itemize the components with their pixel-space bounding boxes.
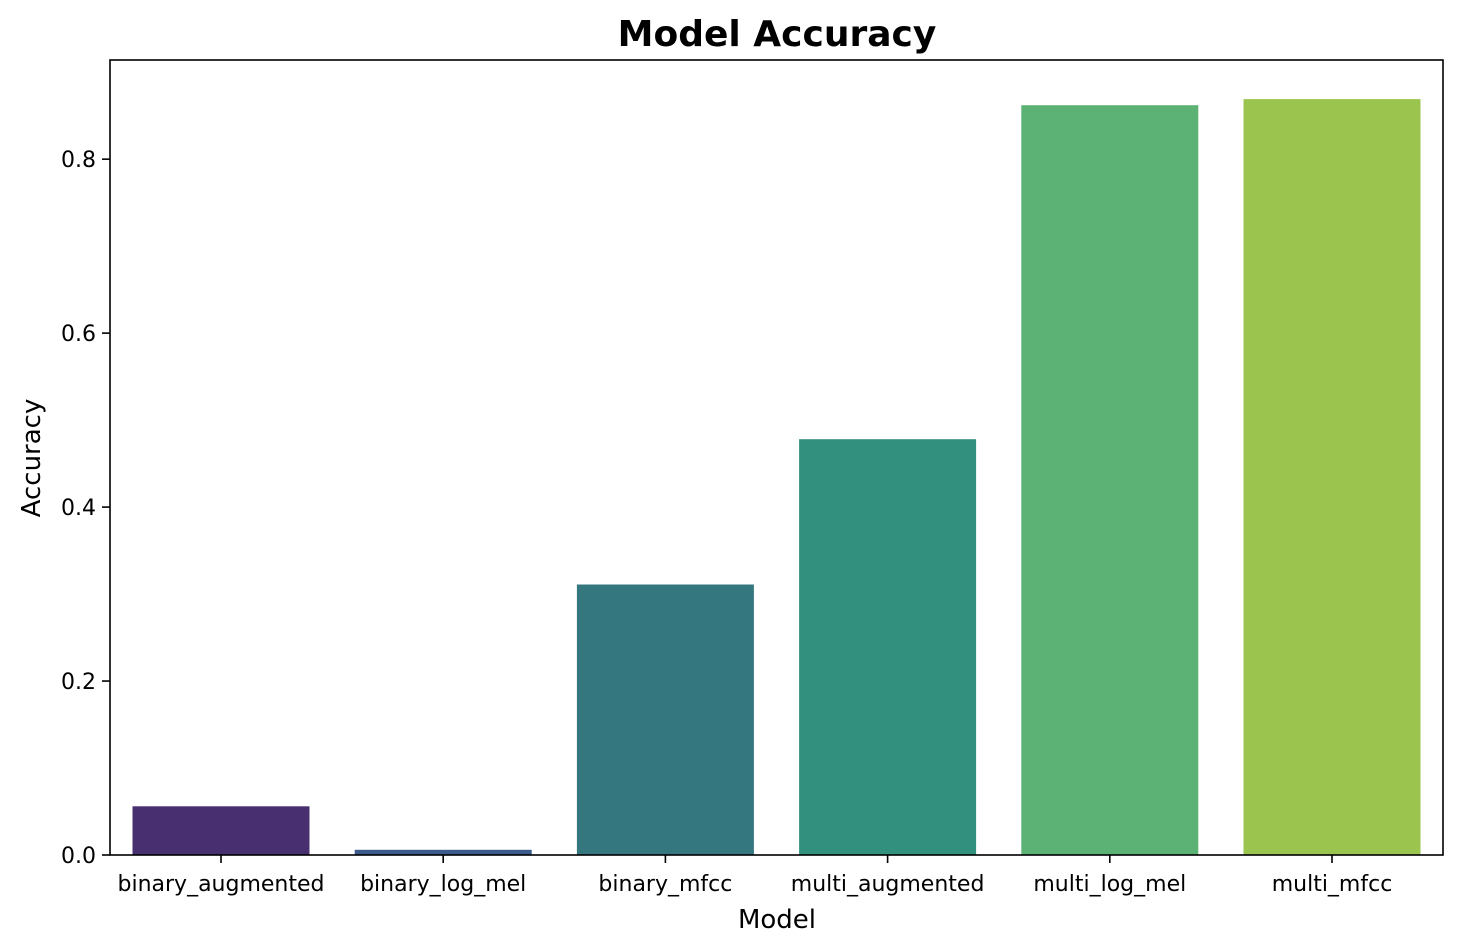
- bar-multi-log-mel: [1021, 105, 1199, 855]
- y-tick-label: 0.2: [61, 670, 96, 695]
- bar-binary-augmented: [132, 806, 310, 855]
- y-tick-label: 0.4: [61, 496, 96, 521]
- chart-title: Model Accuracy: [618, 14, 937, 55]
- bar-binary-log-mel: [354, 849, 532, 855]
- bars-group: [132, 99, 1421, 856]
- y-tick-label: 0.8: [61, 148, 96, 173]
- y-axis: 0.0 0.2 0.4 0.6 0.8: [61, 148, 110, 869]
- y-tick-label: 0.0: [61, 844, 96, 869]
- plot-frame: [109, 59, 1444, 856]
- x-tick-label: binary_mfcc: [598, 872, 732, 897]
- x-tick-label: multi_mfcc: [1272, 872, 1393, 897]
- x-tick-label: multi_log_mel: [1033, 872, 1186, 897]
- y-axis-label: Accuracy: [17, 399, 47, 518]
- bar-multi-mfcc: [1243, 99, 1421, 856]
- x-tick-label: binary_augmented: [118, 872, 325, 897]
- x-axis-label: Model: [738, 905, 816, 935]
- x-tick-label: multi_augmented: [791, 872, 985, 897]
- x-axis: binary_augmented binary_log_mel binary_mfc…: [118, 855, 1393, 897]
- y-tick-label: 0.6: [61, 322, 96, 347]
- bar-multi-augmented: [799, 439, 977, 855]
- x-tick-label: binary_log_mel: [360, 872, 526, 897]
- bar-binary-mfcc: [576, 584, 754, 855]
